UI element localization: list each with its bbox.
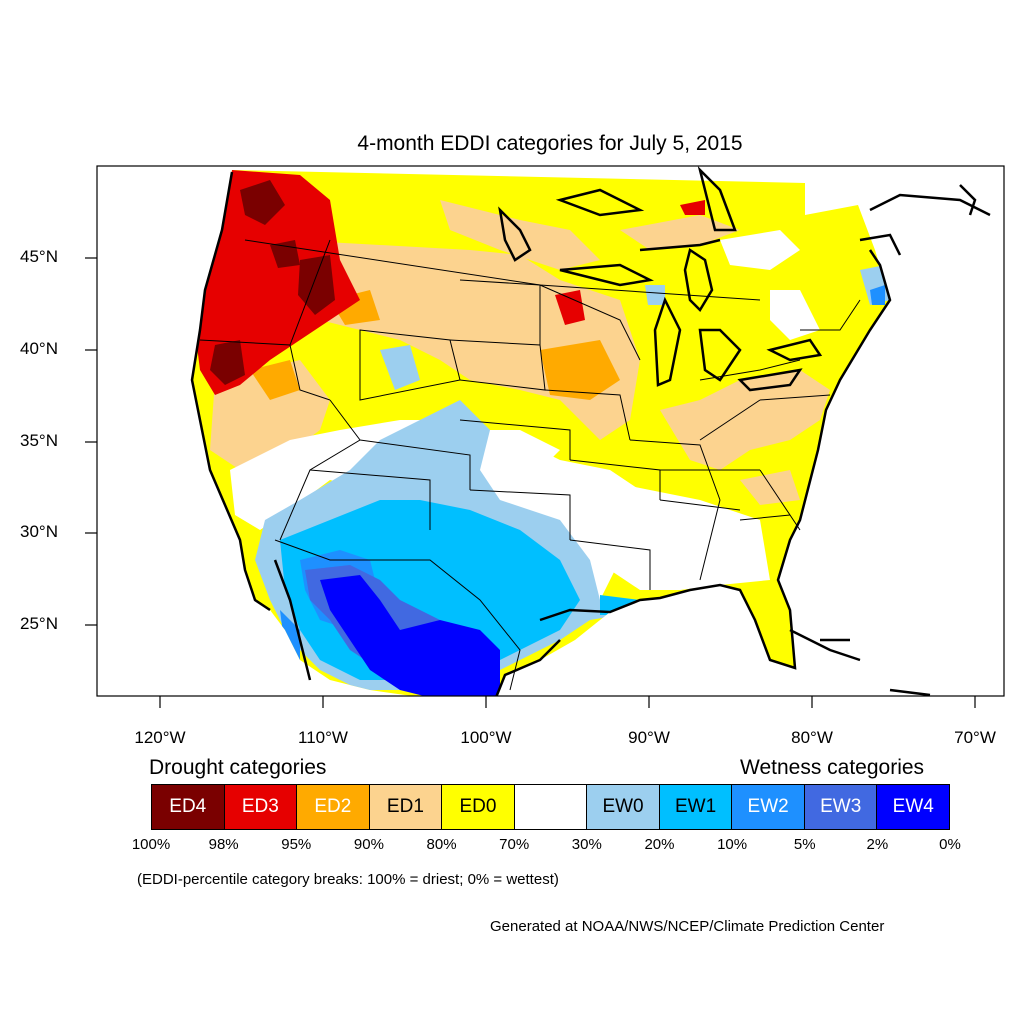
chart-title: 4-month EDDI categories for July 5, 2015: [357, 132, 743, 155]
lat-label-35: 35°N: [20, 431, 58, 450]
break-label: 70%: [499, 836, 530, 853]
footnote: (EDDI-percentile category breaks: 100% =…: [137, 871, 559, 888]
legend-box-ed0: ED0: [442, 785, 515, 829]
lon-label-80: 80°W: [791, 728, 833, 747]
state-boundaries: [199, 239, 861, 691]
legend-box-ew3: EW3: [804, 785, 878, 829]
legend-box-ew2: EW2: [732, 785, 805, 829]
break-label: 100%: [131, 836, 171, 853]
lat-label-30: 30°N: [20, 522, 58, 541]
drought-categories-heading: Drought categories: [149, 756, 327, 779]
break-label: 90%: [353, 836, 384, 853]
break-label: 95%: [281, 836, 312, 853]
break-label: 5%: [793, 836, 816, 853]
category-break-labels: 100% 98% 95% 90% 80% 70% 30% 20% 10% 5% 2% 0%: [0, 836, 1024, 856]
break-label: 20%: [644, 836, 675, 853]
break-label: 98%: [208, 836, 239, 853]
legend-box-ew4: EW4: [877, 785, 950, 829]
break-label: 2%: [866, 836, 889, 853]
lon-label-120: 120°W: [134, 728, 186, 747]
legend-box-ed4: ED4: [152, 785, 225, 829]
lon-label-110: 110°W: [298, 728, 348, 747]
axis-ticks: [85, 257, 976, 708]
category-legend-bar: ED4 ED3 ED2 ED1 ED0 EW0 EW1 EW2 EW3 EW4: [151, 784, 950, 830]
lat-label-45: 45°N: [20, 247, 58, 266]
legend-box-normal: [514, 785, 588, 829]
wetness-categories-heading: Wetness categories: [740, 756, 925, 779]
lon-label-70: 70°W: [954, 728, 996, 747]
break-label: 0%: [939, 836, 961, 853]
lon-label-100: 100°W: [460, 728, 512, 747]
credit-line: Generated at NOAA/NWS/NCEP/Climate Predi…: [490, 918, 885, 935]
lat-label-25: 25°N: [20, 614, 58, 633]
legend-box-ed3: ED3: [224, 785, 298, 829]
lat-label-40: 40°N: [20, 339, 58, 358]
legend-box-ed2: ED2: [297, 785, 370, 829]
legend-box-ew1: EW1: [659, 785, 733, 829]
map-data-layer: [190, 166, 991, 696]
coastlines: [190, 166, 991, 696]
map-frame: [96, 165, 1005, 697]
break-label: 80%: [426, 836, 457, 853]
break-label: 10%: [717, 836, 748, 853]
break-label: 30%: [571, 836, 602, 853]
legend-box-ew0: EW0: [587, 785, 660, 829]
lon-label-90: 90°W: [628, 728, 670, 747]
legend-box-ed1: ED1: [369, 785, 443, 829]
